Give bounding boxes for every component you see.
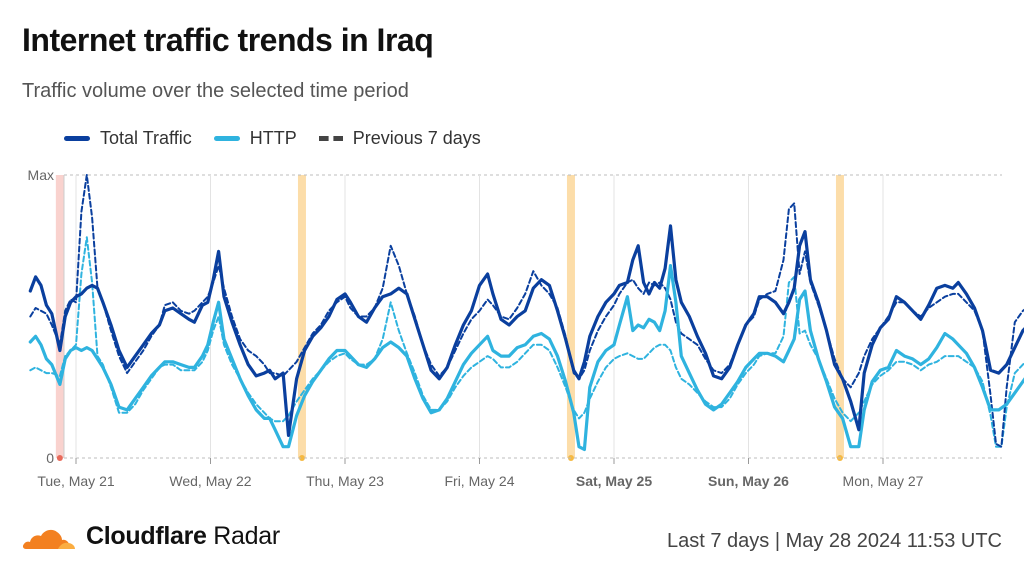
- series-line-1: [28, 264, 1024, 452]
- series-line-2: [29, 174, 1024, 448]
- chart-legend: Total Traffic HTTP Previous 7 days: [64, 128, 503, 149]
- legend-label-total: Total Traffic: [100, 128, 192, 148]
- page-subtitle: Traffic volume over the selected time pe…: [22, 80, 409, 102]
- x-tick-label-4: Sat, May 25: [576, 473, 652, 489]
- brand-name-bold: Cloudflare: [86, 522, 207, 550]
- series-line-0: [28, 224, 1024, 437]
- legend-label-previous: Previous 7 days: [352, 128, 481, 148]
- brand-name: Cloudflare Radar: [86, 522, 280, 551]
- legend-item-total-traffic[interactable]: Total Traffic: [64, 128, 192, 149]
- y-tick-label-zero: 0: [46, 450, 54, 466]
- x-tick-label-5: Sun, May 26: [708, 473, 789, 489]
- y-tick-label-max: Max: [28, 167, 54, 183]
- legend-label-http: HTTP: [249, 128, 297, 148]
- page-title: Internet traffic trends in Iraq: [22, 22, 434, 58]
- legend-swatch-previous: [318, 136, 343, 141]
- brand-name-light: Radar: [213, 522, 280, 550]
- highlight-band-2: [566, 175, 575, 458]
- cloudflare-logo-icon: [22, 529, 75, 549]
- highlight-band-3: [835, 175, 844, 458]
- legend-swatch-total: [64, 136, 90, 141]
- legend-swatch-http: [213, 136, 240, 141]
- highlight-marker-1: [298, 455, 305, 461]
- x-tick-label-2: Thu, May 23: [306, 473, 384, 489]
- traffic-chart: Tue, May 21 Wed, May 22 Thu, May 23 Fri, Ma…: [28, 167, 1024, 489]
- cloudflare-brand: Cloudflare Radar: [22, 522, 280, 551]
- period-label: Last 7 days: [666, 530, 770, 552]
- legend-item-http[interactable]: HTTP: [213, 128, 297, 149]
- footer-timestamp: Last 7 days | May 28 2024 11:53 UTC: [667, 530, 1002, 553]
- timestamp: May 28 2024 11:53 UTC: [785, 530, 1002, 552]
- separator: |: [774, 530, 781, 552]
- x-tick-label-6: Mon, May 27: [843, 473, 924, 489]
- x-tick-label-3: Fri, May 24: [444, 473, 514, 489]
- highlight-band-1: [297, 175, 306, 458]
- x-tick-label-1: Wed, May 22: [169, 473, 251, 489]
- highlight-marker-0: [56, 455, 63, 461]
- legend-item-previous[interactable]: Previous 7 days: [318, 128, 481, 149]
- x-tick-label-0: Tue, May 21: [37, 473, 115, 489]
- highlight-band-0: [55, 175, 64, 458]
